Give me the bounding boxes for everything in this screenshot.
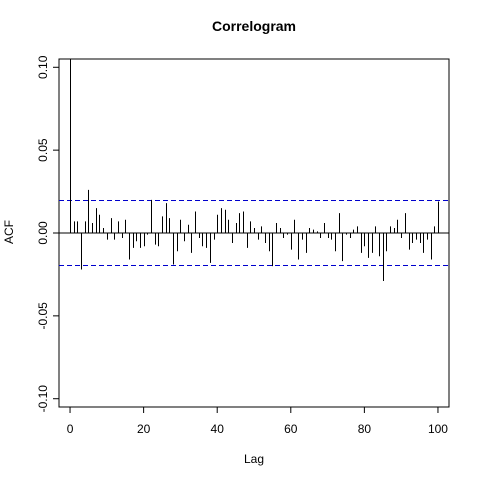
x-tick-label: 60 [284, 422, 298, 436]
y-axis-title: ACF [2, 220, 16, 244]
x-axis-title: Lag [244, 452, 264, 466]
x-tick-label: 40 [211, 422, 225, 436]
y-tick-label: 0.05 [36, 138, 50, 162]
x-tick-label: 0 [67, 422, 74, 436]
y-tick-label: 0.10 [36, 55, 50, 79]
x-tick-label: 100 [428, 422, 448, 436]
y-tick-label: -0.10 [36, 385, 50, 413]
x-tick-label: 20 [137, 422, 151, 436]
chart-title: Correlogram [212, 18, 296, 34]
y-tick-label: -0.05 [36, 302, 50, 330]
x-tick-label: 80 [358, 422, 372, 436]
y-tick-label: 0.00 [36, 221, 50, 245]
